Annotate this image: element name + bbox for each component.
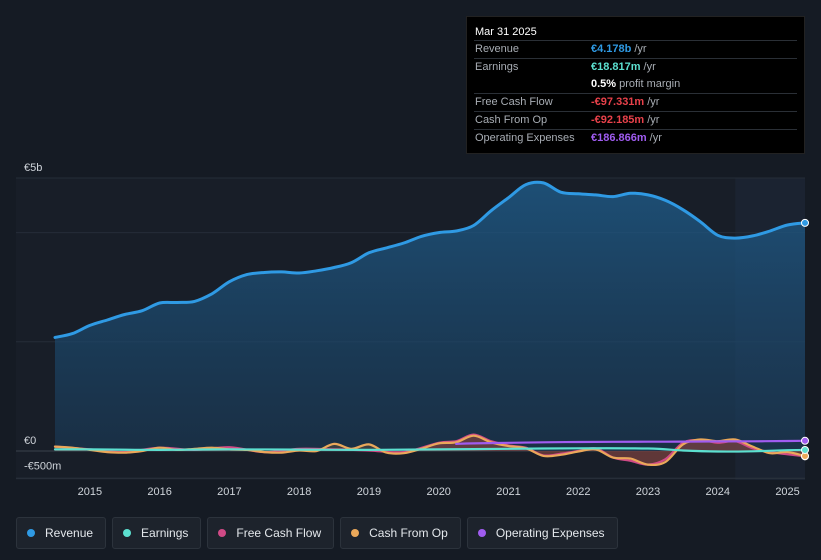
operating-expenses-line	[455, 439, 807, 446]
tooltip-row-operating-expenses: Operating Expenses €186.866m /yr	[474, 129, 797, 147]
legend-item-operating-expenses[interactable]: Operating Expenses	[466, 517, 618, 549]
operating-expenses-dot-icon	[477, 529, 486, 537]
tooltip-label: Revenue	[475, 43, 520, 55]
tooltip-row-earnings: Earnings €18.817m /yr	[474, 58, 797, 76]
series-lines	[53, 180, 807, 467]
tooltip-row-revenue: Revenue €4.178b /yr	[474, 40, 797, 58]
tooltip-value: €4.178b	[591, 43, 632, 55]
x-tick-label: 2023	[636, 486, 660, 498]
earnings-line	[53, 447, 807, 453]
y-tick-label: -€500m	[24, 460, 61, 472]
x-axis-labels: 2015 2016 2017 2018 2019 2020 2021 2022 2023 2024…	[78, 486, 800, 498]
legend: Revenue Earnings Free Cash Flow Cash Fro…	[16, 517, 618, 549]
x-tick-label: 2025	[775, 486, 799, 498]
cash-from-op-dot-icon	[351, 529, 360, 537]
tooltip-label	[474, 76, 591, 93]
x-tick-label: 2019	[357, 486, 381, 498]
legend-label: Operating Expenses	[495, 526, 605, 540]
revenue-line	[53, 180, 807, 339]
tooltip-unit: /yr	[634, 43, 647, 55]
tooltip-unit: profit margin	[619, 78, 681, 90]
legend-item-revenue[interactable]: Revenue	[16, 517, 107, 549]
operating-expenses-end-point	[801, 436, 809, 445]
tooltip-label: Operating Expenses	[475, 132, 575, 144]
earnings-end-point	[801, 445, 809, 454]
x-tick-label: 2020	[426, 486, 450, 498]
tooltip-row-free-cash-flow: Free Cash Flow -€97.331m /yr	[474, 93, 797, 111]
free-cash-flow-dot-icon	[218, 529, 227, 537]
legend-label: Free Cash Flow	[236, 526, 322, 540]
legend-item-cash-from-op[interactable]: Cash From Op	[340, 517, 461, 549]
x-tick-label: 2021	[496, 486, 520, 498]
y-tick-label: €5b	[24, 162, 42, 174]
tooltip-value: €186.866m	[591, 132, 647, 144]
tooltip-label: Cash From Op	[475, 114, 548, 126]
tooltip-unit: /yr	[647, 114, 660, 126]
tooltip-value: -€97.331m	[591, 96, 645, 108]
x-tick-label: 2015	[78, 486, 102, 498]
tooltip-value: -€92.185m	[591, 114, 645, 126]
x-tick-label: 2017	[217, 486, 241, 498]
tooltip-value: €18.817m	[591, 61, 641, 73]
tooltip-row-profit-margin: 0.5% profit margin	[474, 76, 797, 93]
tooltip-unit: /yr	[643, 61, 656, 73]
legend-item-earnings[interactable]: Earnings	[112, 517, 202, 549]
tooltip-date: Mar 31 2025	[475, 26, 537, 38]
tooltip-row-cash-from-op: Cash From Op -€92.185m /yr	[474, 111, 797, 129]
revenue-dot-icon	[27, 529, 35, 537]
legend-label: Cash From Op	[369, 526, 448, 540]
legend-item-free-cash-flow[interactable]: Free Cash Flow	[207, 517, 335, 549]
revenue-end-point	[801, 218, 809, 227]
x-tick-label: 2024	[706, 486, 730, 498]
tooltip-panel: Mar 31 2025 Revenue €4.178b /yr Earnings…	[466, 16, 805, 154]
earnings-dot-icon	[123, 529, 132, 537]
series-end-markers	[801, 218, 809, 461]
y-tick-label: €0	[24, 435, 36, 447]
x-tick-label: 2022	[566, 486, 590, 498]
tooltip-unit: /yr	[649, 132, 662, 144]
tooltip-value: 0.5%	[591, 78, 617, 90]
legend-label: Earnings	[141, 526, 189, 540]
revenue-area	[54, 182, 806, 451]
legend-label: Revenue	[45, 526, 94, 540]
x-tick-label: 2016	[147, 486, 171, 498]
tooltip-label: Free Cash Flow	[475, 96, 553, 108]
tooltip-label: Earnings	[475, 61, 519, 73]
y-axis-labels: €5b €0 -€500m	[24, 162, 61, 472]
tooltip-unit: /yr	[647, 96, 660, 108]
x-tick-label: 2018	[287, 486, 311, 498]
